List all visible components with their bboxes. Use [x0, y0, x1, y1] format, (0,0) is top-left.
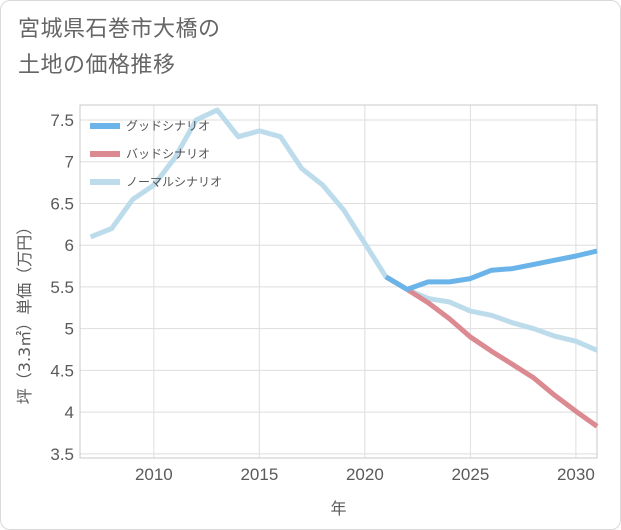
- x-axis-title: 年: [330, 499, 346, 518]
- y-axis-title: 坪（3.3㎡）単価（万円）: [15, 219, 34, 404]
- legend-label: グッドシナリオ: [126, 119, 210, 133]
- x-tick-label: 2015: [240, 465, 278, 484]
- legend-label: ノーマルシナリオ: [126, 175, 222, 189]
- y-tick-label: 3.5: [50, 445, 74, 464]
- legend-label: バッドシナリオ: [126, 147, 210, 161]
- y-tick-label: 6: [65, 236, 74, 255]
- y-tick-labels: 3.5 4 4.5 5 5.5 6 6.5 7 7.5: [50, 111, 74, 464]
- y-tick-label: 4: [65, 403, 74, 422]
- x-tick-label: 2025: [451, 465, 489, 484]
- x-tick-label: 2030: [557, 465, 595, 484]
- x-tick-label: 2020: [346, 465, 384, 484]
- series-layer: [89, 107, 599, 429]
- y-tick-label: 4.5: [50, 361, 74, 380]
- y-tick-label: 7.5: [50, 111, 74, 130]
- x-tick-label: 2010: [135, 465, 173, 484]
- series-line-0: [384, 248, 598, 292]
- y-tick-label: 5.5: [50, 278, 74, 297]
- plot-frame: [79, 104, 598, 459]
- chart-title: 宮城県石巻市大橋の 土地の価格推移: [18, 17, 221, 78]
- series-line-1: [384, 274, 599, 429]
- x-tick-labels: 2010 2015 2020 2025 2030: [135, 465, 595, 484]
- series-line-2: [89, 107, 598, 353]
- y-tick-label: 5: [65, 320, 74, 339]
- y-tick-label: 6.5: [50, 194, 74, 213]
- y-tick-label: 7: [65, 153, 74, 172]
